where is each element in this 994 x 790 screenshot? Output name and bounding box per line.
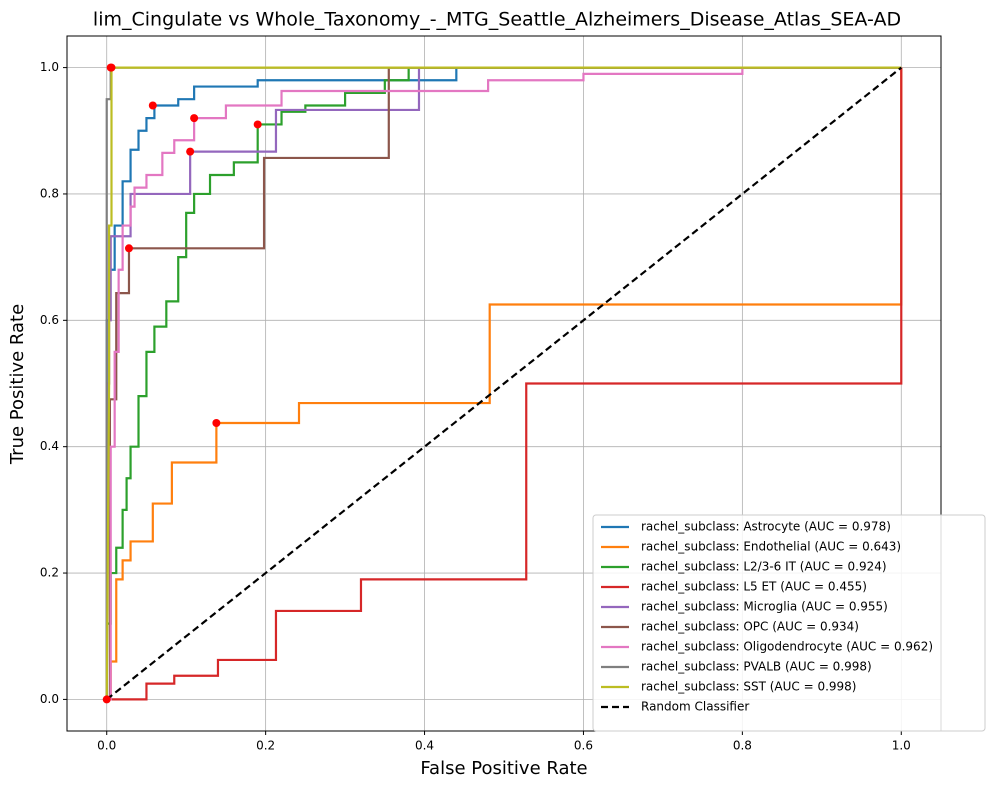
legend-label: rachel_subclass: Oligodendrocyte (AUC = … xyxy=(641,640,933,654)
optimal-point xyxy=(124,244,133,253)
roc-curve xyxy=(105,66,902,700)
optimal-point xyxy=(212,418,221,427)
x-tick-label: 1.0 xyxy=(892,739,911,753)
legend-label: rachel_subclass: Microglia (AUC = 0.955) xyxy=(641,600,888,614)
x-tick-label: 0.4 xyxy=(415,739,434,753)
x-tick-label: 0.2 xyxy=(256,739,275,753)
x-tick-label: 0.8 xyxy=(733,739,752,753)
roc-curve xyxy=(106,67,903,701)
y-tick-label: 1.0 xyxy=(40,60,59,74)
y-tick-label: 0.6 xyxy=(40,313,59,327)
legend-label: rachel_subclass: PVALB (AUC = 0.998) xyxy=(641,660,872,674)
plot-frame xyxy=(66,35,942,732)
roc-curve xyxy=(105,66,902,700)
legend-label: rachel_subclass: L5 ET (AUC = 0.455) xyxy=(641,580,867,594)
roc-curve xyxy=(106,66,902,701)
optimal-point xyxy=(190,114,199,123)
legend-label: Random Classifier xyxy=(641,700,749,714)
y-tick-label: 0.8 xyxy=(40,186,59,200)
y-tick-label: 0.2 xyxy=(40,566,59,580)
legend-label: rachel_subclass: L2/3-6 IT (AUC = 0.924) xyxy=(641,560,887,574)
x-tick-label: 0.0 xyxy=(97,739,116,753)
x-tick-label: 0.6 xyxy=(574,739,593,753)
optimal-point xyxy=(107,63,116,72)
x-axis-label: False Positive Rate xyxy=(420,758,587,779)
roc-curve xyxy=(106,67,903,701)
optimal-point xyxy=(148,101,157,110)
legend-label: rachel_subclass: Astrocyte (AUC = 0.978) xyxy=(641,520,891,534)
y-tick-label: 0.4 xyxy=(40,439,59,453)
optimal-point xyxy=(102,695,111,704)
legend-label: rachel_subclass: SST (AUC = 0.998) xyxy=(641,680,856,694)
y-tick-label: 0.0 xyxy=(40,692,59,706)
chart-title: lim_Cingulate vs Whole_Taxonomy_-_MTG_Se… xyxy=(93,9,901,31)
legend-label: rachel_subclass: OPC (AUC = 0.934) xyxy=(641,620,859,634)
y-axis-label: True Positive Rate xyxy=(7,304,28,465)
roc-curve xyxy=(105,66,902,700)
legend-label: rachel_subclass: Endothelial (AUC = 0.64… xyxy=(641,540,901,554)
optimal-point xyxy=(186,147,195,156)
legend-box xyxy=(592,514,986,732)
optimal-point xyxy=(253,120,262,129)
roc-curve xyxy=(106,66,902,701)
